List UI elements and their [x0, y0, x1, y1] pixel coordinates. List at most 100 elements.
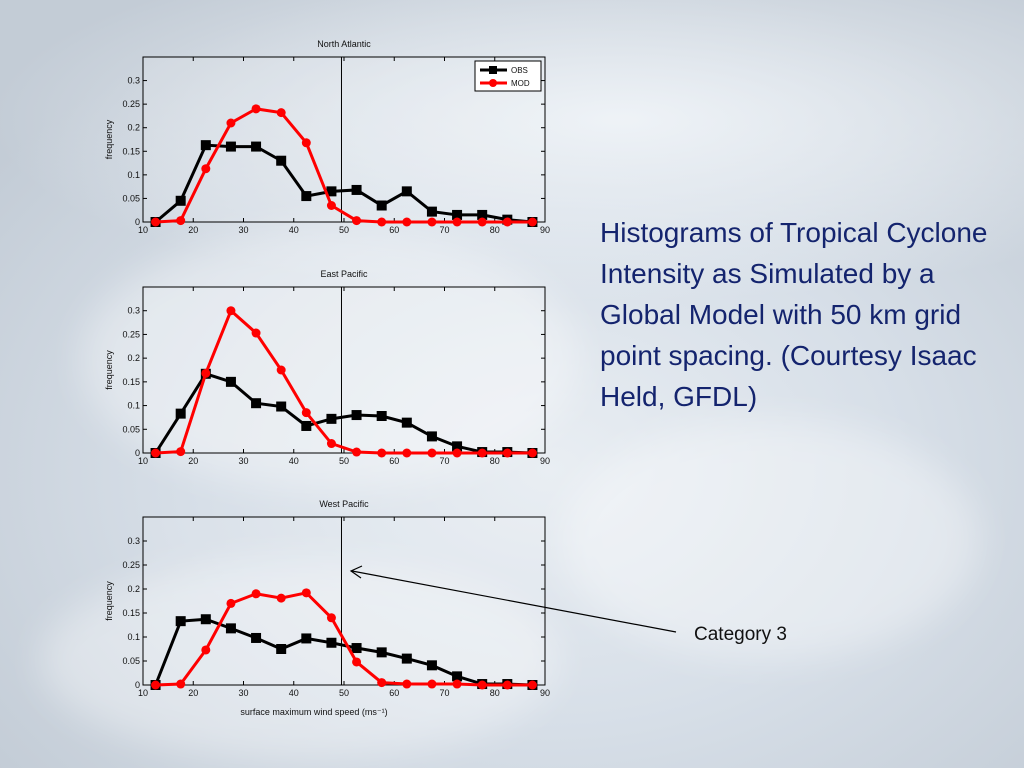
data-point-mod	[427, 448, 437, 458]
y-tick-label: 0.2	[127, 584, 140, 594]
x-axis-label: surface maximum wind speed (ms⁻¹)	[240, 707, 387, 717]
data-point-mod	[201, 645, 211, 655]
legend-box	[474, 60, 542, 92]
data-point-obs	[251, 398, 262, 409]
x-tick-label: 90	[540, 456, 550, 466]
x-tick-label: 70	[439, 225, 449, 235]
data-point-mod	[402, 448, 412, 458]
y-axis-label: frequency	[104, 119, 114, 159]
series-line-obs	[154, 372, 533, 455]
chart-title: West Pacific	[319, 499, 369, 509]
y-tick-label: 0.3	[127, 536, 140, 546]
y-tick-label: 0.25	[122, 560, 140, 570]
chart-panel-3: West Pacific frequency surface maximum win…	[104, 499, 550, 717]
data-point-obs	[426, 206, 437, 217]
data-point-mod	[452, 679, 462, 689]
data-point-obs	[401, 186, 412, 197]
data-point-mod	[251, 104, 261, 114]
data-point-obs	[200, 614, 211, 625]
data-point-mod	[502, 448, 512, 458]
slide-caption: Histograms of Tropical Cyclone Intensity…	[600, 217, 988, 412]
data-point-obs	[251, 632, 262, 643]
data-point-mod	[176, 679, 186, 689]
y-tick-label: 0.3	[127, 306, 140, 316]
chart-legend: OBS MOD	[474, 60, 542, 92]
legend-marker	[489, 66, 497, 74]
y-tick-label: 0.2	[127, 123, 140, 133]
y-tick-label: 0.15	[122, 608, 140, 618]
y-tick-label: 0.05	[122, 193, 140, 203]
data-point-mod	[301, 138, 311, 148]
category-3-label: Category 3	[694, 624, 787, 645]
x-tick-label: 50	[339, 225, 349, 235]
data-point-mod	[377, 678, 387, 688]
data-point-mod	[377, 448, 387, 458]
data-point-obs	[351, 410, 362, 421]
x-tick-label: 80	[490, 456, 500, 466]
data-point-obs	[376, 411, 387, 422]
x-tick-label: 30	[238, 456, 248, 466]
data-point-obs	[301, 633, 312, 644]
x-tick-label: 60	[389, 456, 399, 466]
data-point-mod	[301, 588, 311, 598]
chart-panel-1: North Atlantic frequency 0 0.05 0.1 0.15 0.2 0.…	[104, 39, 550, 235]
data-point-obs	[401, 417, 412, 428]
y-axis-label: frequency	[104, 350, 114, 390]
legend-label: OBS	[511, 66, 528, 75]
data-point-mod	[527, 217, 537, 227]
y-tick-label: 0	[135, 217, 140, 227]
data-point-mod	[402, 217, 412, 227]
data-point-mod	[477, 680, 487, 690]
x-tick-label: 10	[138, 688, 148, 698]
x-tick-label: 20	[188, 456, 198, 466]
data-point-mod	[527, 448, 537, 458]
x-tick-label: 20	[188, 688, 198, 698]
data-point-obs	[175, 616, 186, 627]
legend-label: MOD	[511, 79, 530, 88]
data-point-mod	[201, 164, 211, 174]
x-tick-label: 30	[238, 225, 248, 235]
data-point-mod	[276, 108, 286, 118]
arrow-head	[349, 565, 363, 579]
data-point-obs	[452, 671, 463, 682]
category-3-arrow	[349, 565, 677, 633]
x-tick-label: 60	[389, 688, 399, 698]
x-tick-label: 90	[540, 225, 550, 235]
x-tick-label: 30	[238, 688, 248, 698]
x-tick-label: 50	[339, 688, 349, 698]
chart-title: East Pacific	[320, 269, 368, 279]
data-point-mod	[226, 598, 236, 608]
data-point-mod	[527, 680, 537, 690]
x-tick-label: 90	[540, 688, 550, 698]
y-tick-label: 0.1	[127, 632, 140, 642]
data-point-mod	[326, 201, 336, 210]
data-point-obs	[225, 623, 236, 634]
data-point-mod	[502, 217, 512, 227]
data-point-obs	[225, 376, 236, 387]
y-tick-label: 0.2	[127, 353, 140, 363]
y-axis-label: frequency	[104, 581, 114, 621]
data-point-mod	[502, 680, 512, 690]
data-point-mod	[402, 679, 412, 689]
data-point-mod	[151, 448, 161, 458]
data-point-mod	[251, 328, 261, 338]
y-tick-label: 0.15	[122, 377, 140, 387]
data-point-obs	[175, 195, 186, 206]
x-tick-label: 70	[439, 688, 449, 698]
x-tick-label: 80	[490, 225, 500, 235]
data-point-obs	[401, 653, 412, 664]
series-line-mod	[155, 308, 533, 455]
data-point-mod	[477, 217, 487, 227]
data-point-mod	[352, 657, 362, 667]
data-point-mod	[326, 613, 336, 623]
data-point-obs	[326, 637, 337, 648]
x-tick-label: 60	[389, 225, 399, 235]
x-tick-label: 80	[490, 688, 500, 698]
data-point-obs	[225, 141, 236, 152]
data-point-mod	[176, 447, 186, 457]
data-point-mod	[176, 216, 186, 226]
data-point-obs	[276, 155, 287, 166]
cloud-glow	[560, 420, 980, 660]
